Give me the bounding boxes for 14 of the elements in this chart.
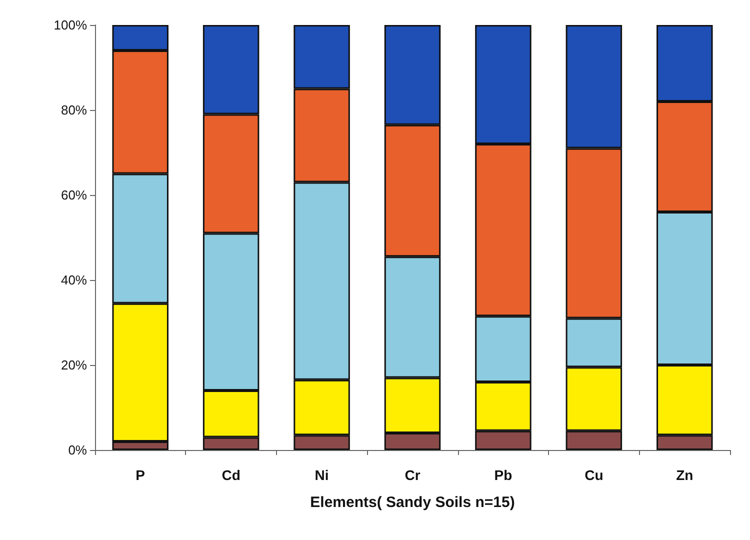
x-tick-label: Pb (494, 467, 512, 483)
x-tick-label: Cd (222, 467, 240, 483)
y-tick-label: 80% (60, 102, 88, 118)
x-tick-label: Zn (676, 467, 694, 483)
x-tick-label: P (136, 467, 146, 483)
y-tick-label: 0% (68, 442, 88, 458)
y-tick-label: 20% (60, 358, 88, 372)
y-tick-label: 100% (54, 18, 88, 32)
y-tick-label: 60% (60, 188, 88, 202)
x-tick-label: Cu (584, 467, 604, 483)
x-tick-label: Cr (404, 467, 421, 483)
y-tick-label: 40% (60, 272, 88, 288)
x-tick-label: Ni (314, 467, 329, 483)
x-axis-title: Elements( Sandy Soils n=15) (310, 494, 515, 511)
